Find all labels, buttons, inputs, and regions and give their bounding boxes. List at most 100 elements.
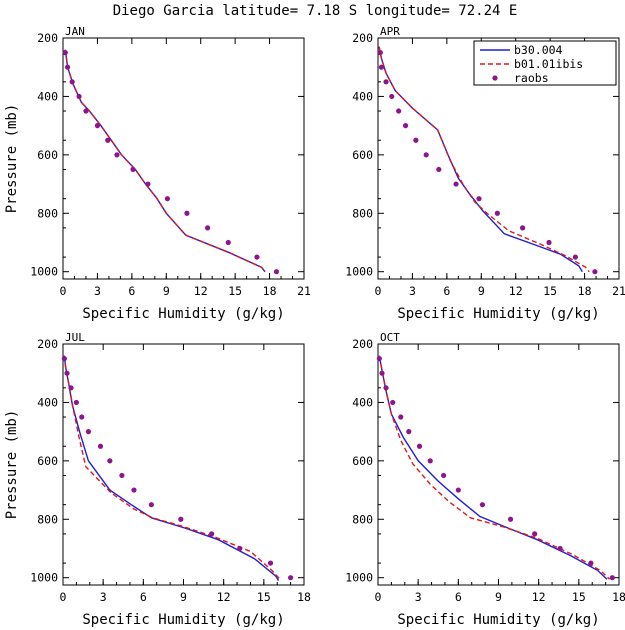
legend-box [473,40,617,86]
raobs-marker [383,79,389,85]
raobs-marker [441,472,447,479]
x-tick-label: 18 [297,590,311,604]
series-line-b01-01ibis [64,49,266,273]
y-tick-label: 800 [37,206,58,220]
y-tick-label: 800 [352,512,373,526]
y-tick-label: 600 [352,148,373,162]
x-tick-label: 0 [60,590,67,604]
raobs-marker [148,502,154,508]
x-tick-label: 15 [543,284,557,298]
x-tick-label: 9 [180,590,187,604]
y-tick-label: 400 [37,395,58,409]
x-tick-label: 18 [612,590,625,604]
y-tick-label: 600 [37,148,58,162]
y-tick-label: 400 [37,89,58,103]
raobs-marker [406,429,412,435]
x-tick-label: 15 [257,590,271,604]
raobs-marker [436,166,442,173]
raobs-marker [209,531,215,537]
raobs-marker [273,269,280,275]
legend-label-raobs: raobs [514,71,549,85]
raobs-marker [79,414,85,420]
raobs-marker [62,50,68,56]
raobs-marker [267,560,274,566]
x-tick-label: 0 [60,284,67,298]
x-tick-label: 15 [228,284,242,298]
raobs-marker [379,370,385,376]
plot-frame [62,343,305,586]
raobs-marker [105,137,111,143]
raobs-marker [131,487,137,493]
series-line-b01-01ibis [378,355,611,580]
raobs-marker [64,370,70,376]
x-axis-label: Specific Humidity (g/kg) [82,612,284,628]
raobs-marker [237,545,243,552]
y-tick-label: 800 [37,512,58,526]
raobs-marker [427,458,433,464]
raobs-marker [68,385,74,391]
y-axis-label: Pressure (mb) [4,104,20,214]
panel-apr: 0 3 6 9 12 15 18 21 200 400 600 800 1000 APR Specific … [345,25,625,322]
x-tick-label: 0 [375,284,382,298]
raobs-marker [507,516,514,522]
series-line-b01-01ibis [63,355,282,582]
x-tick-label: 12 [532,590,546,604]
panel-label: APR [380,25,400,38]
y-tick-label: 1000 [345,571,373,585]
legend: b30.004 b01.01ibis raobs [473,40,617,86]
raobs-marker [413,137,419,143]
raobs-marker [85,429,92,435]
y-tick-label: 600 [37,454,58,468]
x-tick-label: 6 [140,590,147,604]
raobs-marker [288,575,294,581]
series-line-b01-01ibis [378,46,590,273]
y-tick-label: 600 [352,454,373,468]
panel-label: JAN [65,25,85,38]
raobs-marker [377,50,383,56]
raobs-marker [184,210,190,216]
x-tick-label: 9 [495,590,502,604]
raobs-marker [389,93,395,100]
x-tick-label: 3 [94,284,101,298]
x-tick-label: 18 [578,284,592,298]
series-line-b30-004 [64,49,266,273]
raobs-marker [476,196,482,202]
y-tick-label: 1000 [30,571,58,585]
raobs-marker [61,356,67,362]
legend-label-b30: b30.004 [514,43,563,57]
raobs-marker [378,64,385,70]
raobs-marker [73,399,79,406]
raobs-marker [69,79,75,85]
x-tick-label: 6 [128,284,135,298]
raobs-marker [164,196,171,202]
raobs-marker [592,269,598,275]
raobs-marker [402,123,409,129]
x-tick-label: 21 [297,284,311,298]
raobs-marker [254,254,260,260]
x-tick-label: 18 [263,284,277,298]
raobs-marker [107,458,113,464]
y-tick-label: 400 [352,89,373,103]
raobs-marker [572,254,578,260]
raobs-marker [114,152,120,158]
raobs-marker [546,239,552,246]
plot-frame [62,37,305,280]
raobs-marker [532,531,538,537]
x-axis-label: Specific Humidity (g/kg) [397,306,599,322]
raobs-marker [383,385,389,391]
raobs-marker [398,414,404,420]
y-tick-label: 200 [37,31,58,45]
legend-label-b01: b01.01ibis [514,57,583,71]
series-line-b30-004 [63,355,280,581]
x-tick-label: 6 [455,590,462,604]
raobs-marker [520,225,526,231]
legend-marker-raobs [492,75,498,81]
x-tick-label: 3 [415,590,422,604]
y-axis-label: Pressure (mb) [4,410,20,520]
raobs-marker [64,64,71,70]
raobs-marker [376,356,382,362]
raobs-marker [145,181,151,187]
x-tick-label: 12 [194,284,208,298]
raobs-marker [423,152,429,158]
